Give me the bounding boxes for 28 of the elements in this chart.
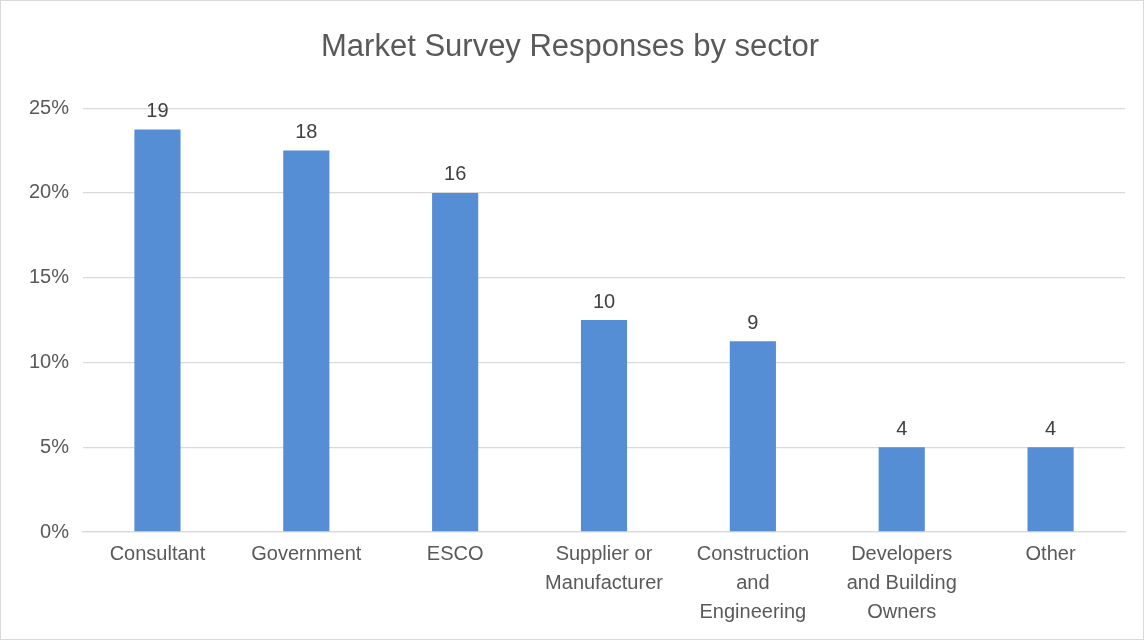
x-tick-label: ESCO — [426, 542, 484, 565]
bar — [134, 129, 181, 532]
bar — [878, 447, 925, 532]
x-tick-label: Supplier or Manufacturer — [545, 542, 664, 594]
annotation: 9 — [747, 310, 759, 333]
annotation: 4 — [896, 416, 908, 439]
x-tick-label: Consultant — [109, 542, 206, 565]
y-tick-label: 10% — [29, 350, 70, 372]
bar — [283, 150, 330, 532]
annotation: 19 — [146, 98, 169, 121]
bar — [580, 320, 628, 532]
y-tick-label: 5% — [40, 434, 70, 457]
annotation: 18 — [295, 120, 318, 143]
annotation: 10 — [592, 289, 616, 312]
bar — [432, 192, 479, 532]
x-tick-label: Construction and Engineering — [696, 542, 810, 623]
annotation: 16 — [444, 162, 467, 185]
y-tick-label: 20% — [29, 180, 70, 203]
bar — [1027, 447, 1074, 532]
annotation: 4 — [1045, 416, 1057, 439]
y-tick-label: 25% — [29, 95, 70, 118]
chart-title: Market Survey Responses by sector — [321, 28, 819, 64]
y-tick-label: 0% — [40, 519, 70, 542]
y-tick-label: 15% — [29, 265, 70, 288]
bar — [729, 341, 776, 532]
x-tick-label: Other — [1025, 542, 1076, 565]
x-tick-label: Developers and Building Owners — [846, 542, 957, 623]
x-tick-label: Government — [251, 542, 362, 565]
